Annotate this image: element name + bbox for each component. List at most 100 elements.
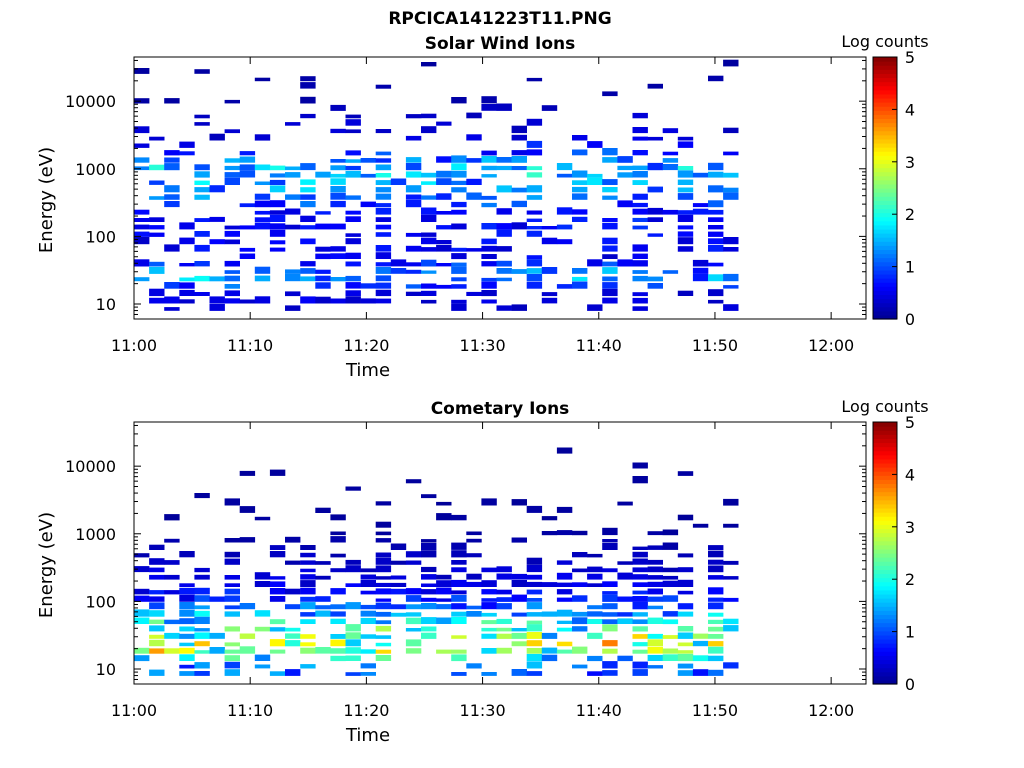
heatmap-cell [134, 126, 150, 134]
heatmap-cell [194, 628, 210, 632]
heatmap-cell [526, 210, 543, 215]
heatmap-cell [451, 284, 467, 289]
colorbar-swatch [873, 634, 897, 640]
heatmap-cell [723, 247, 739, 252]
heatmap-cell [134, 655, 150, 662]
heatmap-cell [617, 200, 633, 208]
heatmap-cell [708, 185, 724, 193]
heatmap-cell [149, 196, 165, 200]
heatmap-cell [662, 151, 679, 156]
heatmap-cell [164, 282, 180, 289]
heatmap-cell [300, 568, 316, 573]
heatmap-cell [194, 292, 210, 296]
heatmap-cell [390, 582, 407, 587]
heatmap-cell [481, 299, 497, 304]
heatmap-cell [436, 156, 452, 163]
heatmap-cell [405, 551, 422, 558]
colorbar-swatch [873, 524, 897, 530]
heatmap-cell [677, 670, 694, 676]
heatmap-cell [330, 611, 346, 617]
heatmap-cell [330, 639, 346, 647]
heatmap-cell [405, 262, 422, 267]
heatmap-cell [239, 603, 256, 610]
x-tick-label: 11:20 [343, 701, 389, 720]
heatmap-cell [330, 128, 346, 134]
heatmap-cell [632, 297, 648, 304]
heatmap-cell [224, 275, 240, 282]
colorbar-swatch [873, 114, 897, 119]
colorbar-swatch [873, 77, 897, 83]
heatmap-cell [723, 285, 739, 289]
heatmap-cell [602, 276, 618, 282]
x-axis-label: Time [345, 360, 390, 381]
heatmap-cell [390, 604, 407, 610]
heatmap-cell [164, 244, 180, 252]
heatmap-cell [708, 289, 724, 297]
heatmap-cell [587, 566, 603, 573]
heatmap-cell [526, 268, 543, 274]
heatmap-cell [587, 304, 603, 311]
heatmap-cell [179, 602, 195, 610]
heatmap-cell [572, 170, 588, 178]
heatmap-cell [451, 611, 467, 617]
colorbar-swatch [873, 138, 897, 144]
heatmap-cell [541, 226, 558, 230]
heatmap-cell [572, 268, 588, 274]
heatmap-cell [194, 641, 210, 647]
axes-frame [133, 421, 867, 685]
heatmap-cell [708, 200, 724, 208]
heatmap-cell [390, 588, 407, 595]
colorbar-swatch [873, 434, 897, 439]
heatmap-cell [451, 97, 467, 104]
heatmap-cell [526, 259, 543, 267]
x-axis: 11:00 11:10 11:20 11:30 11:40 11:50 12:00 Time [111, 57, 854, 381]
heatmap-cell [617, 156, 633, 163]
heatmap-cell [451, 247, 467, 252]
colorbar-swatch [873, 548, 897, 554]
heatmap-cell [254, 610, 271, 617]
heatmap-cell [194, 632, 210, 639]
heatmap-cell [632, 669, 648, 676]
heatmap-cell [405, 284, 422, 289]
colorbar-tick-label: 4 [905, 100, 915, 119]
heatmap-cell [677, 141, 694, 148]
colorbar-swatch [873, 253, 897, 259]
heatmap-cell [632, 180, 648, 185]
heatmap-cell [209, 276, 225, 282]
heatmap-cell [451, 223, 467, 230]
y-tick-label: 1000 [75, 525, 116, 544]
heatmap-cell [511, 134, 527, 141]
heatmap-cell [164, 201, 180, 208]
heatmap-cell [269, 173, 286, 178]
heatmap-cell [647, 588, 663, 595]
heatmap-cell [375, 84, 392, 89]
heatmap-cell [466, 192, 482, 200]
heatmap-cell [300, 82, 316, 89]
heatmap-cell [315, 275, 331, 282]
x-tick-label: 12:00 [808, 336, 854, 355]
heatmap-cell [692, 203, 709, 208]
heatmap-cell [677, 567, 694, 573]
heatmap-cell [224, 558, 240, 565]
heatmap-cell [315, 171, 331, 178]
heatmap-cell [224, 626, 240, 632]
heatmap-cell [239, 470, 256, 476]
heatmap-cell [164, 514, 180, 521]
colorbar-swatch [873, 569, 897, 575]
colorbar-swatch [873, 458, 897, 464]
heatmap-cell [330, 568, 346, 573]
heatmap-cell [451, 590, 467, 595]
heatmap-cell [541, 647, 558, 654]
heatmap-cell [194, 164, 210, 171]
heatmap-cell [602, 237, 618, 245]
heatmap-cell [481, 290, 497, 297]
heatmap-cell [224, 669, 240, 676]
colorbar-swatch [873, 663, 897, 669]
heatmap-cell [149, 261, 165, 267]
colorbar-swatch [873, 618, 897, 624]
colorbar-swatch [873, 585, 897, 591]
heatmap-cell [179, 141, 195, 148]
heatmap-cell [405, 194, 422, 200]
heatmap-cell [149, 625, 165, 632]
heatmap-cell [254, 222, 271, 230]
